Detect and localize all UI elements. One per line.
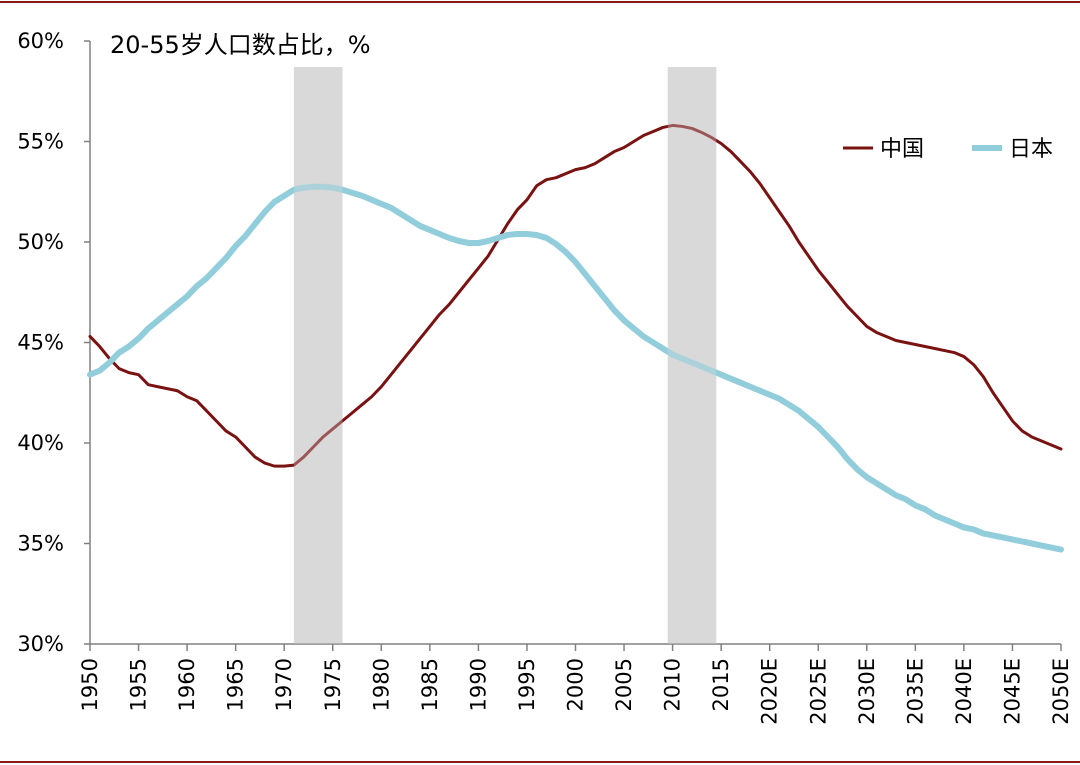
x-tick-label: 1980 [369,658,393,711]
x-tick-label: 2020E [758,658,782,725]
y-tick-label: 35% [17,532,64,556]
x-tick-label: 1965 [224,658,248,711]
series-lines [87,123,1064,553]
x-tick-label: 2050E [1049,658,1073,725]
x-tick-label: 1995 [515,658,539,711]
axes: 30% 35% 40% 45% 50% 55% 60% 1950 1955 1960 1965 197… [17,29,1073,725]
x-tick-label: 1975 [321,658,345,711]
y-tick-label: 40% [17,431,64,455]
x-tick-label: 2045E [1000,658,1024,725]
shaded-periods [293,67,717,644]
shaded-period-1 [293,67,343,644]
y-tick-label: 50% [17,230,64,254]
shaded-overlay [293,67,717,644]
series-line-japan [87,183,1064,553]
x-tick-label: 2015 [709,658,733,711]
shaded-period-overlay-2 [667,67,717,644]
shaded-period-overlay-1 [293,67,343,644]
legend-label-china: 中国 [880,137,924,162]
x-tick-label: 1955 [127,658,151,711]
x-tick-label: 2030E [855,658,879,725]
x-tick-label: 1990 [466,658,490,711]
x-tick-label: 2005 [612,658,636,711]
x-tick-label: 1985 [418,658,442,711]
chart-title: 20-55岁人口数占比，% [110,31,371,59]
x-tick-label: 2010 [661,658,685,711]
x-tick-label: 2040E [952,658,976,725]
y-tick-label: 45% [17,331,64,355]
y-tick-label: 55% [17,130,64,154]
y-tick-label: 30% [17,632,64,656]
legend: 中国 日本 [843,137,1053,162]
y-tick-label: 60% [17,29,64,53]
x-tick-label: 1970 [272,658,296,711]
x-tick-label: 2025E [806,658,830,725]
series-line-china [88,123,1063,468]
legend-label-japan: 日本 [1009,137,1053,162]
x-tick-label: 1960 [175,658,199,711]
x-tick-label: 1950 [78,658,102,711]
x-tick-label: 2000 [564,658,588,711]
x-tick-label: 2035E [903,658,927,725]
